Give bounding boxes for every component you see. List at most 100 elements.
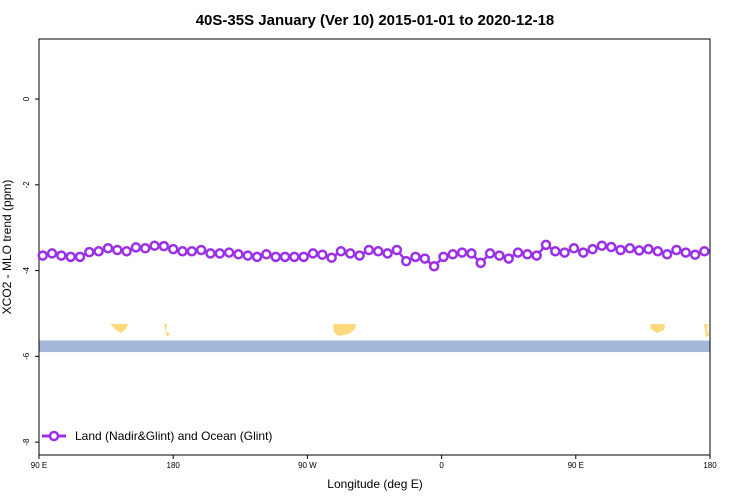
x-tick-label: 90 W: [298, 461, 317, 470]
data-point: [84, 246, 95, 258]
data-point: [661, 249, 673, 260]
data-point: [419, 253, 431, 264]
data-point: [466, 248, 477, 259]
data-point: [233, 249, 244, 260]
land-blob-africa: [110, 324, 128, 333]
ocean-strip: [39, 340, 710, 353]
data-point: [37, 250, 48, 261]
chart-title: 40S-35S January (Ver 10) 2015-01-01 to 2…: [196, 12, 555, 29]
data-point: [400, 255, 412, 267]
data-point: [624, 243, 636, 254]
data-point: [372, 246, 384, 257]
data-point: [559, 247, 570, 258]
data-point: [568, 243, 580, 254]
data-point: [270, 251, 281, 263]
y-axis: 0 -2 -4 -6 -8: [22, 96, 39, 446]
x-tick-label: 90 E: [568, 461, 584, 470]
data-point: [652, 246, 664, 257]
data-point: [214, 248, 226, 259]
data-point: [326, 252, 337, 263]
data-point: [605, 241, 617, 253]
data-point: [475, 257, 486, 269]
y-axis-label: XCO2 - MLO trend (ppm): [0, 180, 14, 315]
data-point: [158, 240, 170, 252]
data-point: [112, 244, 123, 256]
x-axis-label: Longitude (deg E): [327, 477, 422, 491]
data-point: [391, 244, 403, 256]
data-point: [167, 243, 179, 255]
data-point: [512, 247, 524, 258]
series-layer: [37, 239, 710, 272]
data-point: [102, 243, 114, 254]
data-point: [93, 246, 104, 257]
data-point: [540, 239, 552, 251]
data-point: [596, 240, 608, 251]
data-point: [699, 246, 710, 257]
data-point: [307, 248, 319, 259]
data-point: [494, 250, 505, 261]
data-point: [195, 244, 207, 256]
data-point: [680, 247, 692, 258]
x-axis: 90 E 180 90 W 0 90 E 180: [31, 455, 717, 470]
data-point: [345, 248, 356, 259]
x-tick-label: 0: [439, 461, 444, 470]
data-point: [363, 244, 375, 256]
data-point: [223, 247, 235, 258]
data-point: [456, 247, 468, 258]
data-point: [205, 248, 216, 259]
data-point: [643, 243, 654, 255]
data-point: [149, 240, 160, 251]
data-point: [578, 247, 589, 258]
data-point: [186, 246, 198, 257]
data-point: [522, 249, 533, 260]
data-point: [177, 246, 188, 257]
data-point: [615, 244, 626, 256]
data-point: [689, 249, 701, 260]
data-point: [550, 246, 561, 257]
land-blob-southamerica: [333, 324, 356, 336]
data-point: [633, 245, 645, 256]
land-blob-australia: [650, 324, 665, 333]
data-point: [242, 250, 254, 261]
data-point: [531, 250, 542, 261]
data-point: [261, 249, 272, 260]
y-tick-label: 0: [22, 96, 31, 101]
data-point: [251, 251, 263, 263]
data-point: [410, 251, 421, 263]
data-point: [139, 243, 151, 254]
data-point: [46, 248, 58, 259]
data-point: [74, 251, 86, 263]
legend-marker-swatch: [48, 430, 60, 442]
data-point: [503, 253, 514, 264]
x-tick-label: 90 E: [31, 461, 47, 470]
legend-label: Land (Nadir&Glint) and Ocean (Glint): [75, 429, 272, 443]
data-point: [65, 251, 76, 263]
data-point: [56, 250, 67, 261]
data-point: [289, 251, 300, 263]
y-tick-label: -6: [22, 352, 31, 360]
data-point: [447, 249, 459, 260]
data-point: [438, 251, 449, 263]
land-blob-newzealand: [164, 324, 170, 337]
data-point: [335, 246, 347, 257]
x-tick-label: 180: [703, 461, 717, 470]
y-tick-label: -2: [22, 181, 31, 189]
land-blob-newzealand-east: [704, 324, 710, 337]
data-point: [587, 243, 598, 255]
legend: Land (Nadir&Glint) and Ocean (Glint): [42, 429, 272, 443]
data-point: [121, 246, 132, 257]
data-point: [484, 248, 496, 259]
data-point: [279, 251, 291, 263]
data-point: [354, 250, 365, 261]
plot-frame: [38, 38, 711, 456]
data-point: [382, 248, 393, 259]
data-point: [298, 251, 309, 263]
data-point: [428, 261, 440, 272]
data-point: [317, 249, 328, 260]
x-tick-label: 180: [167, 461, 181, 470]
y-tick-label: -4: [22, 266, 31, 274]
land-ocean-strip: [39, 324, 710, 353]
data-point: [671, 244, 682, 256]
y-tick-label: -8: [22, 438, 31, 446]
